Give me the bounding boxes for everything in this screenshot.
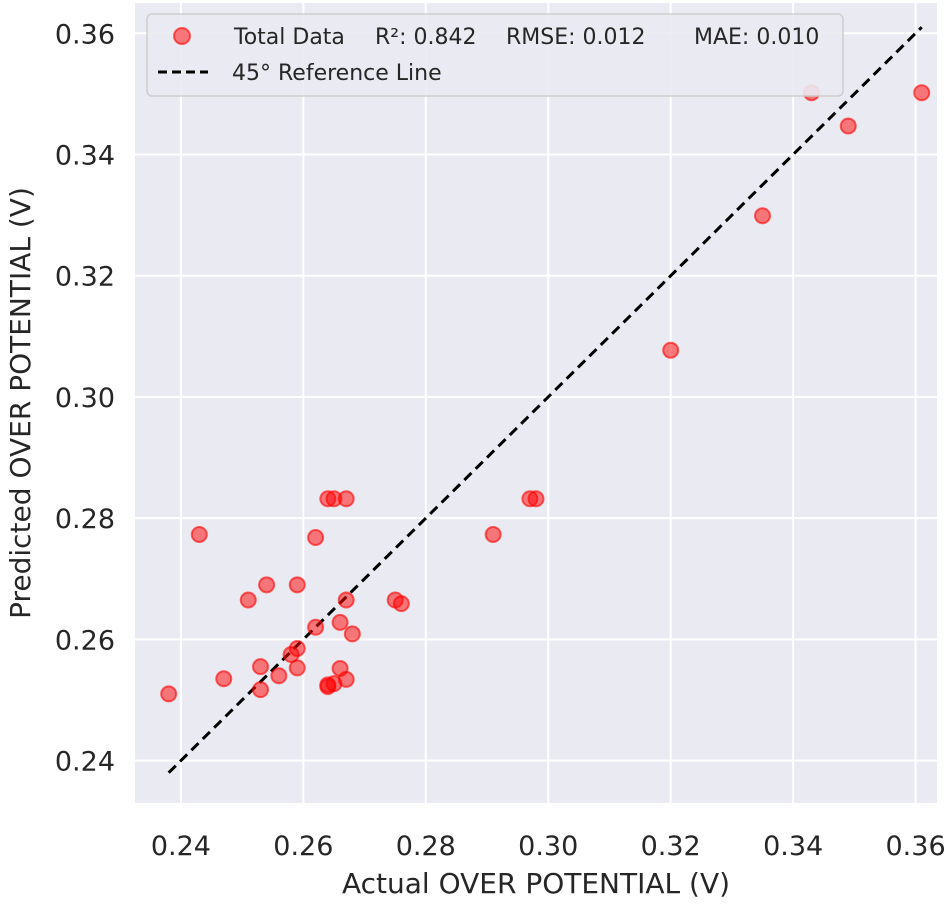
x-tick-label: 0.30	[518, 831, 578, 862]
plot-area-background	[135, 3, 937, 803]
data-point	[392, 595, 410, 613]
data-point	[337, 591, 355, 609]
legend-r2: R²: 0.842	[375, 25, 477, 50]
legend-marker-total-data	[173, 27, 191, 45]
y-tick-label: 0.28	[55, 504, 115, 535]
x-tick-label: 0.28	[396, 831, 456, 862]
x-tick-label: 0.24	[151, 831, 211, 862]
y-axis-label: Predicted OVER POTENTIAL (V)	[4, 187, 37, 619]
legend-label-total-data: Total Data	[233, 25, 345, 50]
data-point	[662, 341, 680, 359]
y-tick-label: 0.24	[55, 747, 115, 778]
y-tick-label: 0.36	[55, 19, 115, 50]
data-point	[252, 658, 270, 676]
data-point	[239, 591, 257, 609]
x-tick-labels: 0.24 0.26 0.28 0.30 0.32 0.34 0.36	[151, 831, 945, 862]
x-tick-label: 0.34	[763, 831, 823, 862]
legend-box	[146, 13, 844, 97]
data-point	[190, 526, 208, 544]
data-point	[484, 526, 502, 544]
y-tick-label: 0.30	[55, 383, 115, 414]
data-point	[288, 639, 306, 657]
data-point	[337, 670, 355, 688]
data-point	[258, 576, 276, 594]
x-axis-label: Actual OVER POTENTIAL (V)	[342, 867, 730, 900]
legend-rmse: RMSE: 0.012	[506, 25, 646, 50]
x-tick-label: 0.26	[273, 831, 333, 862]
legend-mae: MAE: 0.010	[694, 25, 819, 50]
data-point	[343, 625, 361, 643]
y-tick-label: 0.32	[55, 262, 115, 293]
x-tick-label: 0.36	[886, 831, 945, 862]
data-point	[288, 576, 306, 594]
data-point	[754, 207, 772, 225]
data-point	[215, 670, 233, 688]
y-tick-labels: 0.24 0.26 0.28 0.30 0.32 0.34 0.36	[55, 19, 115, 777]
data-point	[307, 618, 325, 636]
data-point	[839, 117, 857, 135]
data-point	[337, 490, 355, 508]
data-points	[160, 84, 931, 703]
data-point	[252, 681, 270, 699]
data-point	[307, 529, 325, 547]
x-tick-label: 0.32	[641, 831, 701, 862]
legend: Total Data R²: 0.842 RMSE: 0.012 MAE: 0.…	[146, 13, 844, 97]
y-tick-label: 0.26	[55, 625, 115, 656]
legend-label-reference-line: 45° Reference Line	[232, 61, 442, 86]
data-point	[288, 659, 306, 677]
y-tick-label: 0.34	[55, 141, 115, 172]
data-point	[527, 490, 545, 508]
data-point	[913, 84, 931, 102]
data-point	[160, 685, 178, 703]
data-point	[270, 667, 288, 685]
data-point	[331, 613, 349, 631]
